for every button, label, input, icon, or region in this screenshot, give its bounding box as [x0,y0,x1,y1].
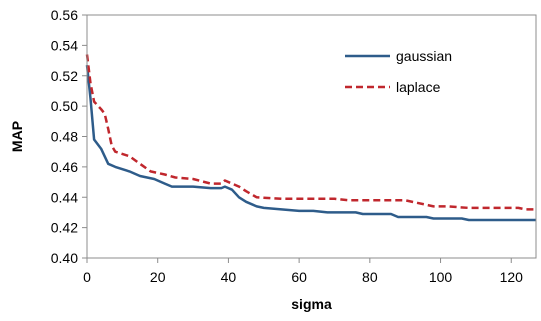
y-tick-label: 0.46 [51,159,78,175]
x-tick-label: 100 [429,269,453,285]
x-tick-label: 60 [291,269,307,285]
x-axis-title: sigma [291,296,332,312]
y-tick-label: 0.56 [51,7,78,23]
x-tick-label: 20 [150,269,166,285]
x-tick-label: 80 [362,269,378,285]
x-tick-label: 40 [221,269,237,285]
legend-label-gaussian: gaussian [396,48,452,64]
y-tick-label: 0.50 [51,98,78,114]
y-tick-label: 0.42 [51,220,78,236]
x-tick-label: 0 [83,269,91,285]
legend: gaussian laplace [345,48,452,95]
y-tick-label: 0.44 [51,189,78,205]
y-axis-title: MAP [9,121,25,152]
x-axis-ticks: 0 20 40 60 80 100 120 [83,258,523,285]
y-tick-label: 0.40 [51,250,78,266]
y-tick-label: 0.54 [51,37,78,53]
y-tick-label: 0.48 [51,129,78,145]
series-line-laplace [85,54,536,211]
series-layer [85,54,536,222]
y-tick-label: 0.52 [51,68,78,84]
x-tick-label: 120 [500,269,524,285]
plot-area-frame [86,14,537,259]
series-line-gaussian [85,64,536,222]
legend-label-laplace: laplace [396,79,441,95]
y-axis-ticks: 0.40 0.42 0.44 0.46 0.48 0.50 0.52 0.54 0.56 [51,7,87,266]
